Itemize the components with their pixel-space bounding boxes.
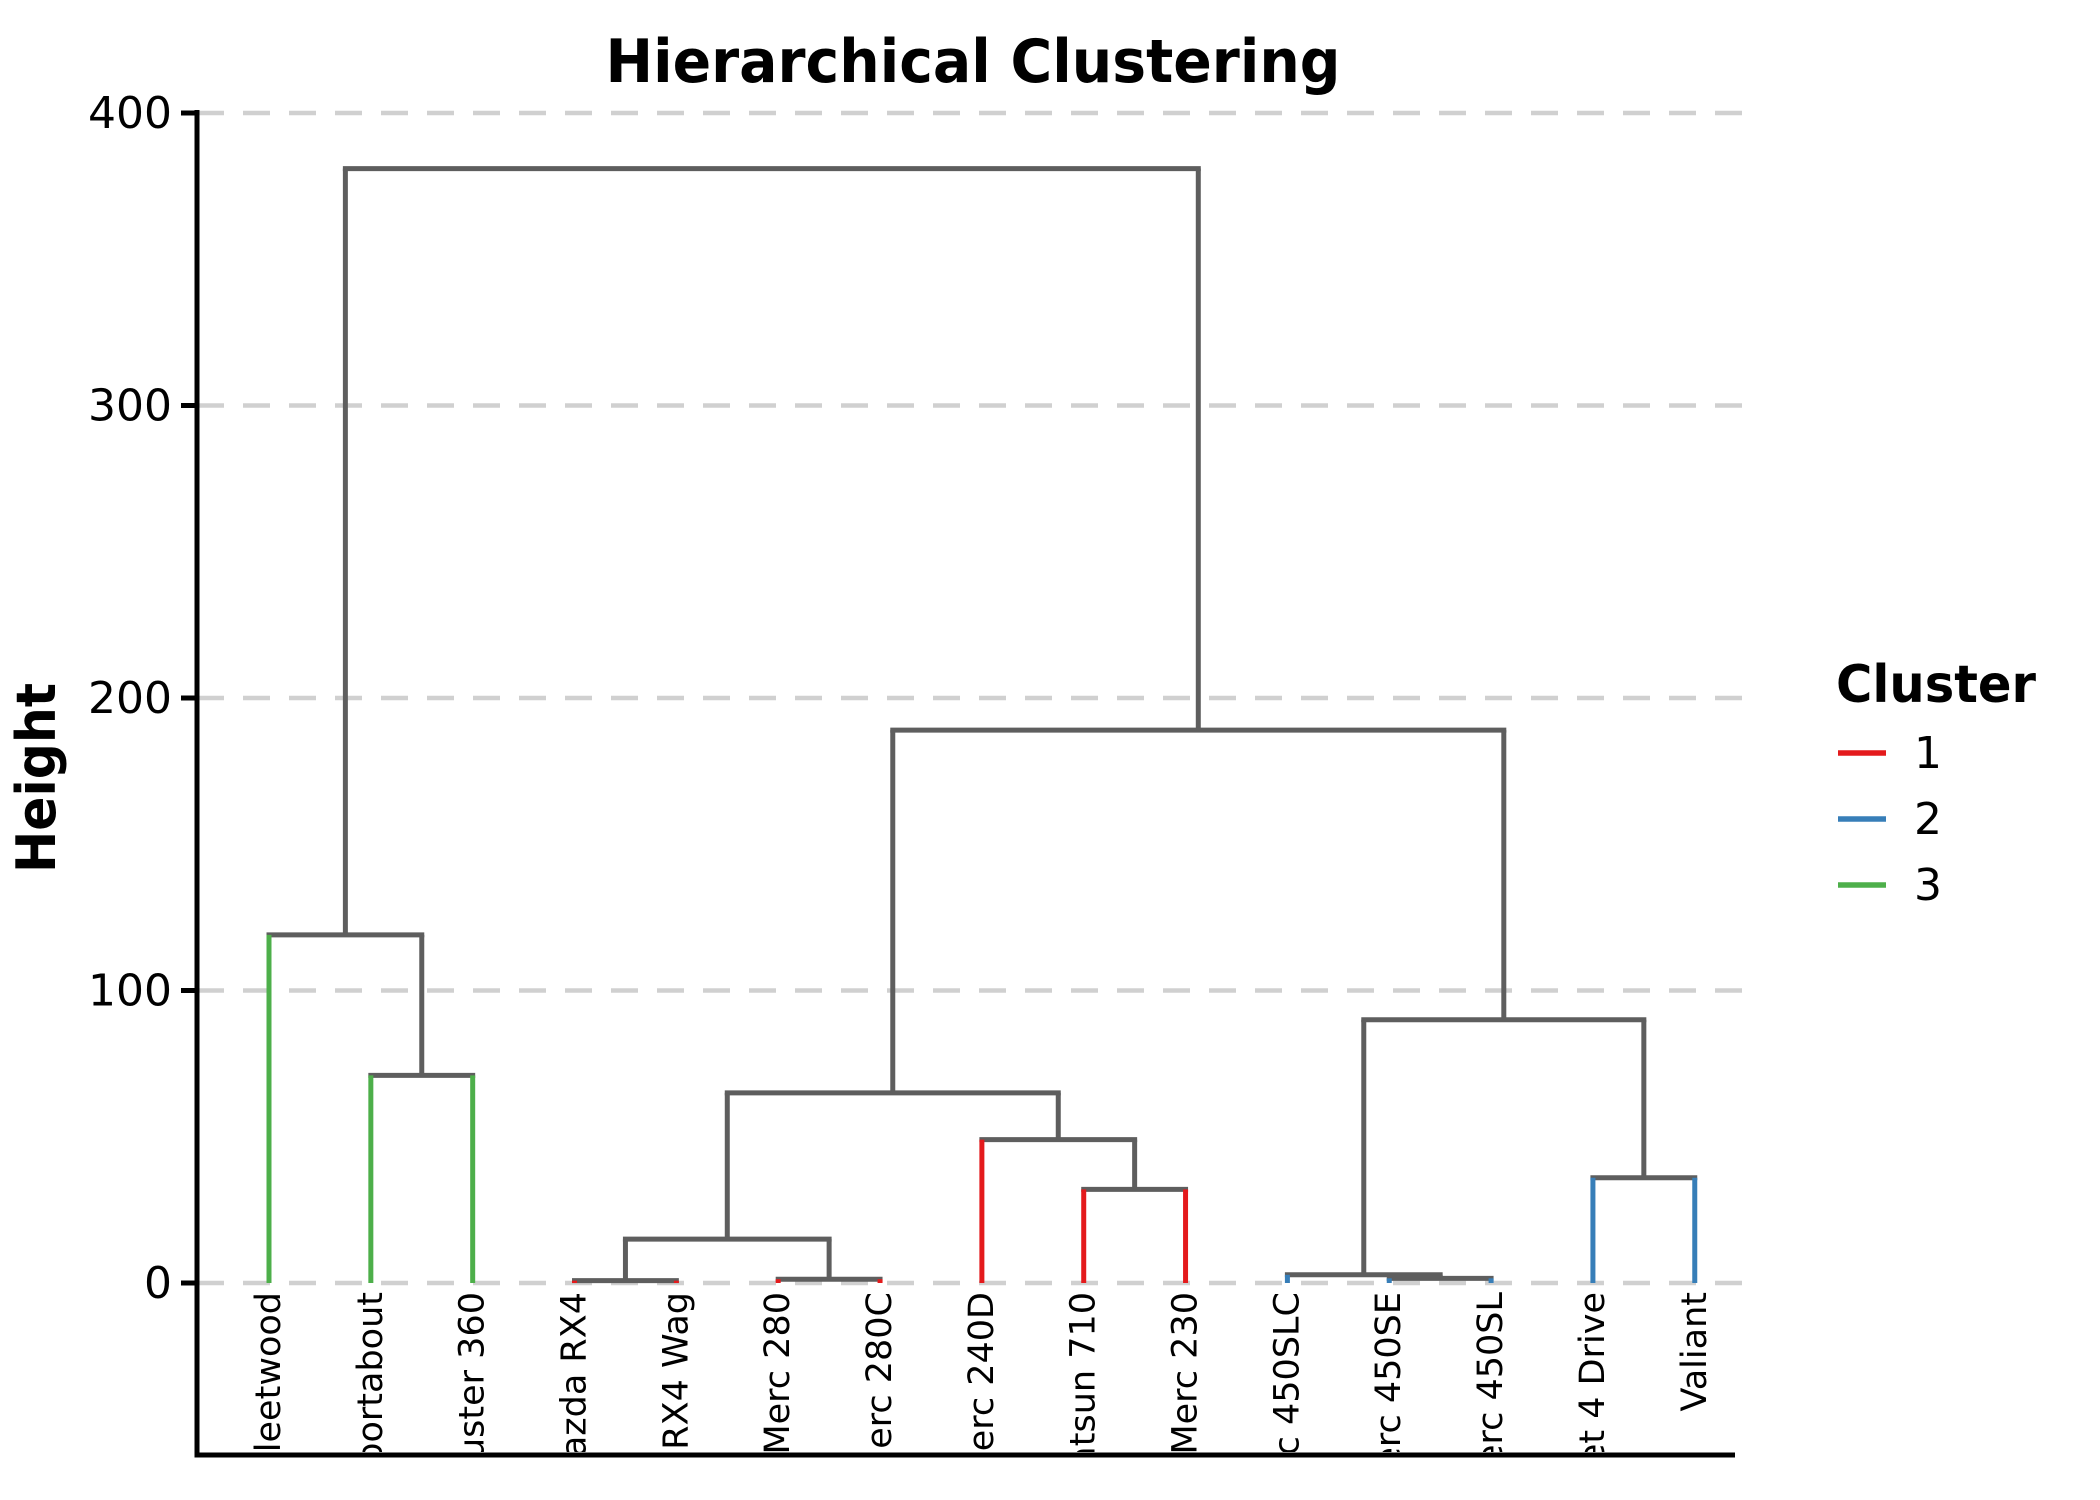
- leaf-label: Hornet 4 Drive: [1573, 1292, 1613, 1500]
- gridlines: [197, 110, 1742, 1286]
- legend-title: Cluster: [1836, 655, 2036, 715]
- leaf-label: Cadillac Fleetwood: [249, 1292, 289, 1500]
- y-axis-title: Height: [5, 683, 68, 873]
- y-tick-label: 400: [88, 88, 172, 139]
- leaf-label: Merc 450SLC: [1267, 1292, 1307, 1500]
- chart-title: Hierarchical Clustering: [606, 27, 1341, 97]
- leaf-label: Merc 240D: [962, 1292, 1002, 1481]
- leaf-label: Mazda RX4 Wag: [656, 1292, 696, 1500]
- leaf-label: Merc 280C: [860, 1292, 900, 1479]
- leaf-labels: Cadillac Fleetwood Hornet Sportabout Duste…: [249, 1292, 1715, 1500]
- leaf-label: Merc 450SL: [1471, 1292, 1511, 1497]
- legend-items: 1 2 3: [1838, 728, 1942, 911]
- leaf-label: Merc 280: [758, 1292, 798, 1455]
- axes: [181, 110, 1735, 1458]
- y-tick-label: 200: [88, 673, 172, 724]
- y-tick-labels: 0 100 200 300 400: [88, 88, 172, 1309]
- leaf-label: Merc 450SE: [1369, 1292, 1409, 1499]
- legend: Cluster 1 2 3: [1836, 655, 2036, 911]
- leaf-label: Mazda RX4: [555, 1292, 595, 1487]
- y-tick-label: 300: [88, 381, 172, 432]
- y-tick-label: 100: [88, 966, 172, 1017]
- leaf-label: Duster 360: [453, 1292, 493, 1487]
- leaf-label: Hornet Sportabout: [351, 1292, 391, 1500]
- leaf-label: Valiant: [1675, 1292, 1715, 1411]
- legend-item-label: 3: [1914, 860, 1942, 911]
- legend-item-label: 1: [1914, 728, 1942, 779]
- dendrogram-links: [266, 166, 1698, 1284]
- leaf-label: Datsun 710: [1064, 1292, 1104, 1495]
- legend-item-label: 2: [1914, 794, 1942, 845]
- y-tick-label: 0: [144, 1258, 172, 1309]
- leaf-label: Merc 230: [1166, 1292, 1206, 1455]
